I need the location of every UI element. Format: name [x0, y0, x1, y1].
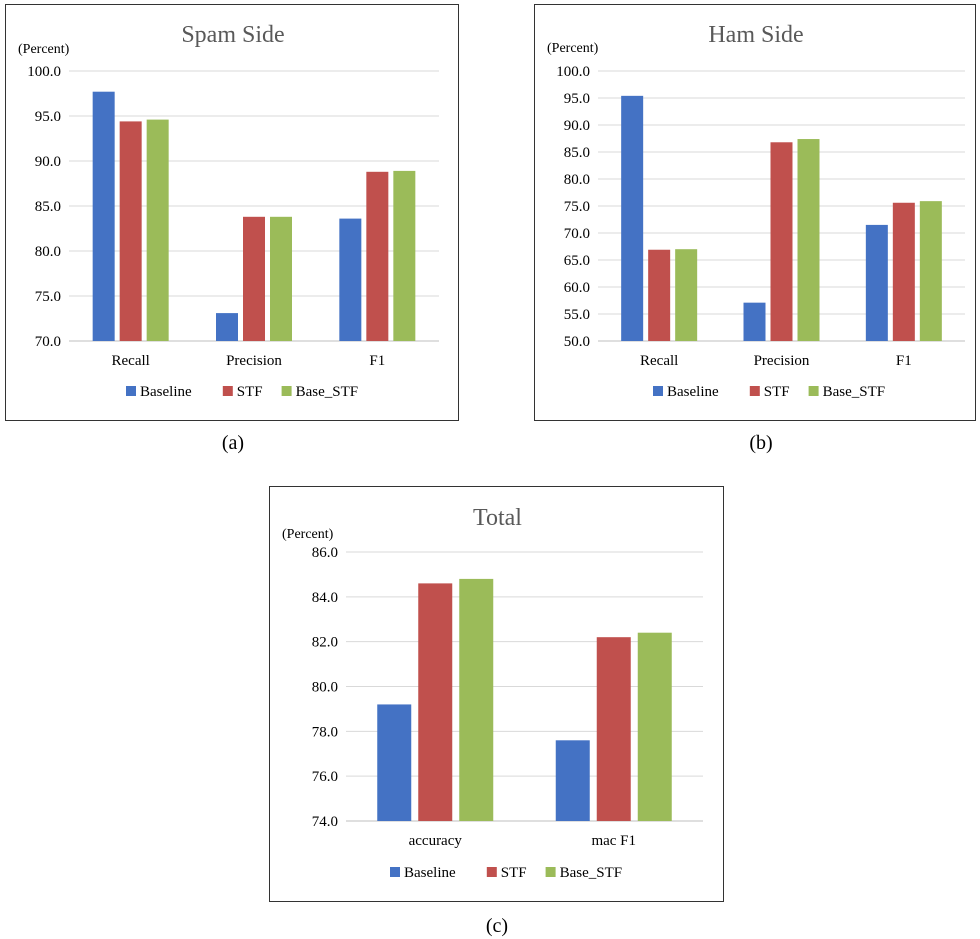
- bar-stf: [596, 637, 631, 821]
- y-tick-label: 95.0: [564, 91, 590, 107]
- legend-label: Baseline: [404, 865, 456, 881]
- caption-c: (c): [485, 915, 509, 937]
- chart-panel-spam: Spam Side (Percent) 70.0 75.0 80.0 85.0 90.0 95…: [5, 4, 459, 421]
- y-tick-label: 90.0: [564, 118, 590, 134]
- y-tick-label: 65.0: [564, 253, 590, 269]
- bar-stf: [892, 202, 915, 341]
- y-tick-label: 82.0: [312, 635, 338, 651]
- bar-base-stf: [797, 139, 820, 341]
- y-tick-label: 95.0: [35, 109, 61, 125]
- y-tick-label: 78.0: [312, 724, 338, 740]
- caption-a: (a): [221, 432, 245, 454]
- legend-label: STF: [237, 384, 263, 400]
- legend-swatch-base-stf: [808, 386, 819, 396]
- chart-svg-total: Total (Percent) 74.0 76.0 78.0 80.0 82.0 84.0 86…: [282, 505, 703, 881]
- legend-label: Base_STF: [296, 384, 359, 400]
- legend-label: STF: [764, 384, 790, 400]
- chart-title: Total: [473, 505, 522, 531]
- y-tick-label: 75.0: [564, 199, 590, 215]
- y-tick-label: 80.0: [312, 680, 338, 696]
- bar-base-stf: [919, 201, 942, 341]
- y-tick-label: 84.0: [312, 590, 338, 606]
- legend-swatch-stf: [749, 386, 760, 396]
- y-tick-label: 70.0: [564, 226, 590, 242]
- bar-baseline: [339, 218, 362, 341]
- bar-baseline: [743, 302, 766, 341]
- bar-baseline: [555, 740, 590, 821]
- legend-label: Baseline: [140, 384, 192, 400]
- bar-base-stf: [270, 216, 292, 341]
- y-axis-label: (Percent): [282, 527, 334, 542]
- x-tick-label: Recall: [112, 353, 150, 369]
- bar-base-stf: [637, 632, 672, 821]
- bar-baseline: [621, 95, 644, 341]
- y-tick-label: 100.0: [27, 64, 61, 80]
- bar-stf: [770, 142, 793, 341]
- x-tick-label: Recall: [640, 353, 678, 369]
- y-tick-label: 85.0: [35, 199, 61, 215]
- legend-label: Base_STF: [823, 384, 886, 400]
- bar-stf: [243, 216, 265, 341]
- chart-svg-ham: Ham Side (Percent) 50.0 55.0 60.0 65.0 70.0 75.…: [547, 22, 965, 400]
- bar-stf: [418, 583, 453, 821]
- y-tick-label: 90.0: [35, 154, 61, 170]
- legend-label: Baseline: [667, 384, 719, 400]
- bar-base-stf: [675, 249, 698, 341]
- bar-base-stf: [459, 578, 494, 821]
- legend-swatch-stf: [222, 386, 233, 396]
- y-tick-label: 80.0: [564, 172, 590, 188]
- bar-stf: [366, 171, 389, 341]
- bar-stf: [119, 121, 142, 342]
- x-tick-label: accuracy: [409, 833, 463, 849]
- y-axis-label: (Percent): [547, 41, 599, 56]
- chart-title: Spam Side: [181, 22, 284, 48]
- legend-swatch-base-stf: [545, 867, 556, 877]
- y-tick-label: 70.0: [35, 334, 61, 350]
- chart-panel-ham: Ham Side (Percent) 50.0 55.0 60.0 65.0 70.0 75.…: [534, 4, 976, 421]
- bar-baseline: [216, 313, 238, 341]
- y-tick-label: 74.0: [312, 814, 338, 830]
- bar-baseline: [865, 224, 888, 341]
- x-tick-label: Precision: [754, 353, 810, 369]
- bar-base-stf: [393, 170, 416, 341]
- legend-swatch-baseline: [390, 867, 400, 877]
- legend-swatch-stf: [486, 867, 497, 877]
- caption-b: (b): [749, 432, 773, 454]
- bar-baseline: [377, 704, 412, 821]
- y-tick-label: 76.0: [312, 769, 338, 785]
- legend-label: STF: [501, 865, 527, 881]
- y-axis-label: (Percent): [18, 42, 70, 57]
- y-tick-label: 75.0: [35, 289, 61, 305]
- chart-svg-spam: Spam Side (Percent) 70.0 75.0 80.0 85.0 90.0 95…: [18, 22, 439, 400]
- y-tick-label: 50.0: [564, 334, 590, 350]
- bar-stf: [648, 249, 671, 341]
- y-tick-label: 85.0: [564, 145, 590, 161]
- bar-base-stf: [146, 119, 169, 341]
- y-tick-label: 86.0: [312, 545, 338, 561]
- legend-swatch-baseline: [653, 386, 663, 396]
- y-tick-label: 100.0: [556, 64, 590, 80]
- y-tick-label: 55.0: [564, 307, 590, 323]
- legend-swatch-base-stf: [281, 386, 292, 396]
- legend-label: Base_STF: [560, 865, 623, 881]
- x-tick-label: Precision: [226, 353, 282, 369]
- chart-title: Ham Side: [708, 22, 803, 48]
- x-tick-label: mac F1: [591, 833, 636, 849]
- y-tick-label: 60.0: [564, 280, 590, 296]
- x-tick-label: F1: [369, 353, 385, 369]
- bar-baseline: [92, 91, 115, 341]
- chart-panel-total: Total (Percent) 74.0 76.0 78.0 80.0 82.0 84.0 86…: [269, 486, 724, 902]
- legend-swatch-baseline: [126, 386, 136, 396]
- x-tick-label: F1: [896, 353, 912, 369]
- y-tick-label: 80.0: [35, 244, 61, 260]
